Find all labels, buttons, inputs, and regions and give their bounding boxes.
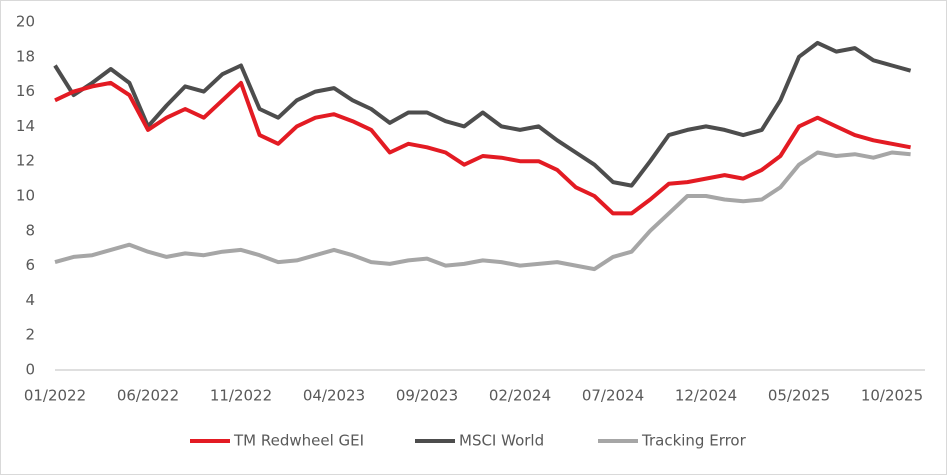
series-line xyxy=(53,40,912,188)
y-tick-label: 20 xyxy=(16,13,35,31)
y-tick-label: 14 xyxy=(16,117,35,135)
x-tick-label: 02/2024 xyxy=(489,387,551,405)
series-line xyxy=(54,80,911,216)
y-tick-label: 4 xyxy=(25,291,35,309)
legend-label: Tracking Error xyxy=(641,432,747,450)
x-tick-label: 04/2023 xyxy=(303,387,365,405)
y-tick-label: 18 xyxy=(16,47,35,65)
legend-label: MSCI World xyxy=(459,432,544,450)
y-tick-label: 8 xyxy=(25,221,35,239)
y-tick-label: 0 xyxy=(25,361,35,379)
legend-label: TM Redwheel GEI xyxy=(233,432,364,450)
x-tick-label: 06/2022 xyxy=(117,387,179,405)
x-tick-label: 07/2024 xyxy=(582,387,644,405)
y-tick-label: 12 xyxy=(16,152,35,170)
series-line xyxy=(54,150,911,272)
x-tick-label: 09/2023 xyxy=(396,387,458,405)
x-tick-label: 11/2022 xyxy=(210,387,272,405)
y-tick-label: 16 xyxy=(16,82,35,100)
y-tick-label: 6 xyxy=(25,256,35,274)
x-tick-label: 12/2024 xyxy=(675,387,737,405)
x-tick-label: 01/2022 xyxy=(24,387,86,405)
x-tick-label: 05/2025 xyxy=(768,387,830,405)
y-tick-label: 10 xyxy=(16,187,35,205)
x-tick-label: 10/2025 xyxy=(861,387,923,405)
y-tick-label: 2 xyxy=(25,326,35,344)
